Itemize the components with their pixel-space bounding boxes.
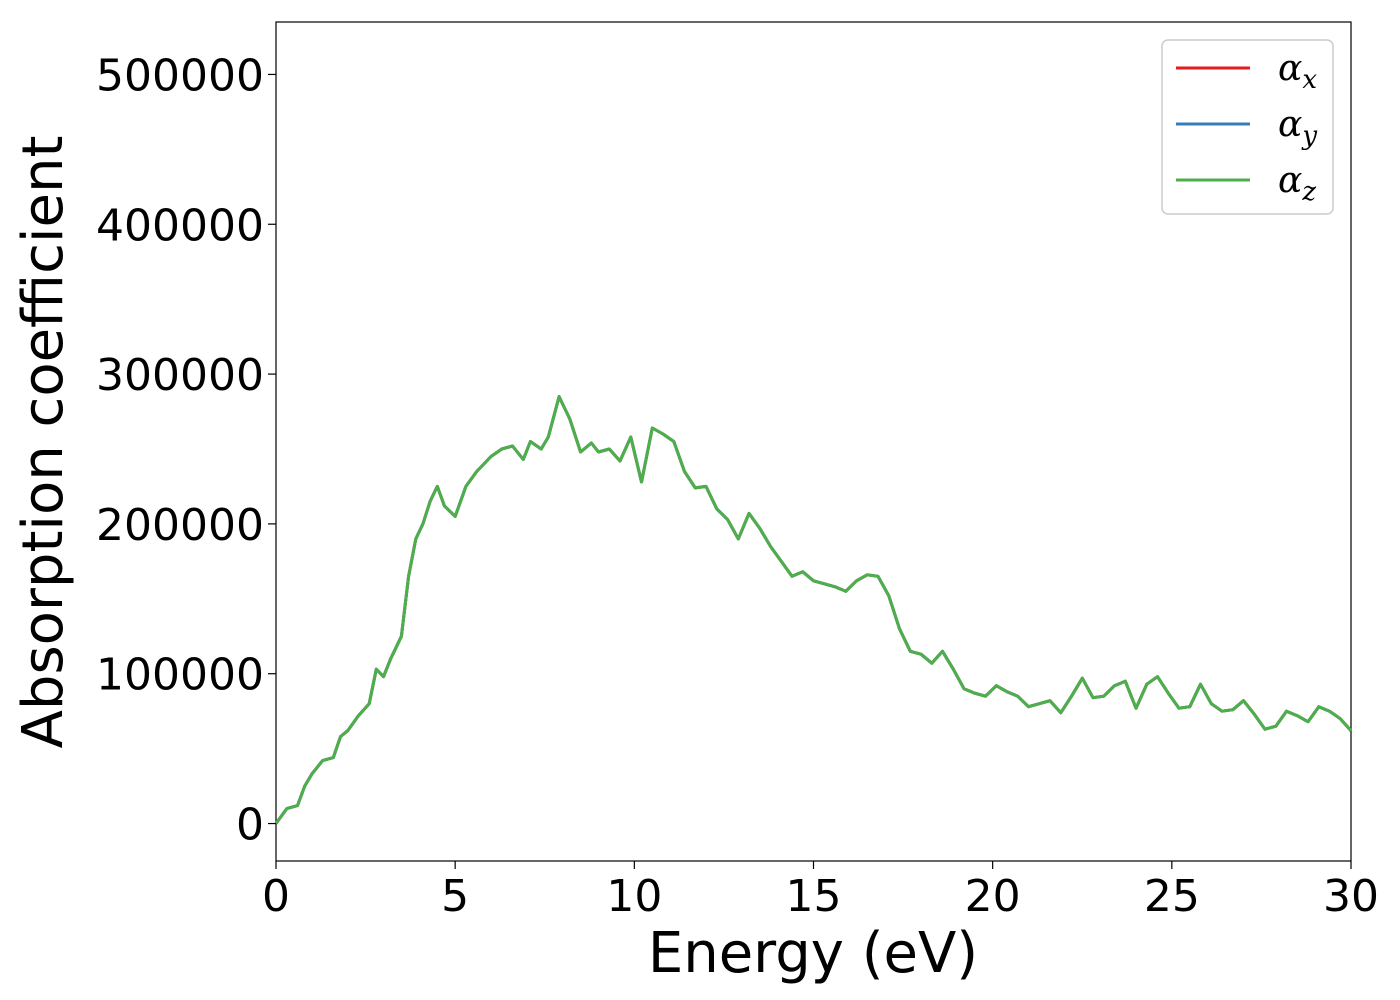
legend-subscript: z <box>1301 177 1316 207</box>
y-tick-label: 0 <box>236 800 264 851</box>
y-tick-label: 500000 <box>96 50 264 101</box>
legend-box <box>1161 39 1334 215</box>
legend-label-y: αy <box>1278 104 1317 151</box>
legend-label-x: αx <box>1278 48 1317 95</box>
x-tick-label: 30 <box>1323 871 1379 922</box>
legend-subscript: y <box>1301 121 1317 151</box>
x-tick-label: 0 <box>262 871 290 922</box>
legend-label-z: αz <box>1278 160 1316 207</box>
x-tick-label: 5 <box>441 871 469 922</box>
x-tick-label: 20 <box>965 871 1021 922</box>
x-tick-label: 15 <box>786 871 842 922</box>
y-tick-label: 100000 <box>96 650 264 701</box>
series-layer <box>274 395 1353 825</box>
x-axis-label: Energy (eV) <box>648 921 978 986</box>
legend-symbol: α <box>1278 48 1302 89</box>
y-tick-label: 400000 <box>96 200 264 251</box>
y-tick-label: 200000 <box>96 500 264 551</box>
x-axis-ticks: 0 5 10 15 20 25 30 <box>262 861 1379 922</box>
series-line-z <box>274 395 1353 825</box>
y-axis-label: Absorption coefficient <box>11 136 76 749</box>
legend-symbol: α <box>1278 160 1302 201</box>
legend-subscript: x <box>1302 65 1317 95</box>
x-tick-label: 25 <box>1144 871 1200 922</box>
y-tick-label: 300000 <box>96 350 264 401</box>
legend-symbol: α <box>1278 104 1302 145</box>
x-tick-label: 10 <box>606 871 662 922</box>
y-axis-ticks: 0 100000 200000 300000 400000 500000 <box>96 50 276 851</box>
